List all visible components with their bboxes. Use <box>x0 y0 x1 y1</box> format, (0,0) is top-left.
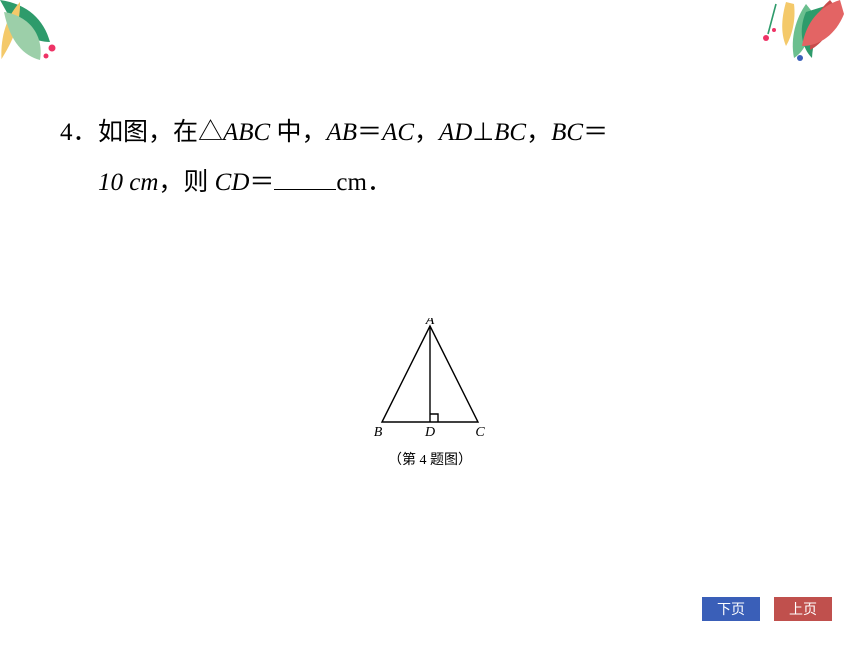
figure-label-a: A <box>425 318 435 328</box>
problem-number: 4． <box>60 108 98 158</box>
problem-text: 4．如图，在△ABC 中，AB＝AC，AD⊥BC，BC＝ 10 cm，则 CD＝… <box>60 108 800 208</box>
figure-label-d: D <box>424 425 435 440</box>
nav-buttons: 下页 上页 <box>702 597 832 621</box>
triangle-figure: A B D C （第 4 题图） <box>358 318 502 469</box>
figure-caption: （第 4 题图） <box>358 449 502 469</box>
corner-decoration-top-left <box>0 0 80 85</box>
problem-line-1: 4．如图，在△ABC 中，AB＝AC，AD⊥BC，BC＝ <box>60 108 800 158</box>
figure-label-b: B <box>374 425 383 440</box>
problem-line-2: 10 cm，则 CD＝cm． <box>60 158 800 208</box>
figure-label-c: C <box>475 425 485 440</box>
corner-decoration-top-right <box>720 0 860 85</box>
prev-page-button[interactable]: 上页 <box>774 597 832 621</box>
answer-blank <box>274 165 336 190</box>
next-page-button[interactable]: 下页 <box>702 597 760 621</box>
triangle-svg: A B D C <box>358 318 502 442</box>
